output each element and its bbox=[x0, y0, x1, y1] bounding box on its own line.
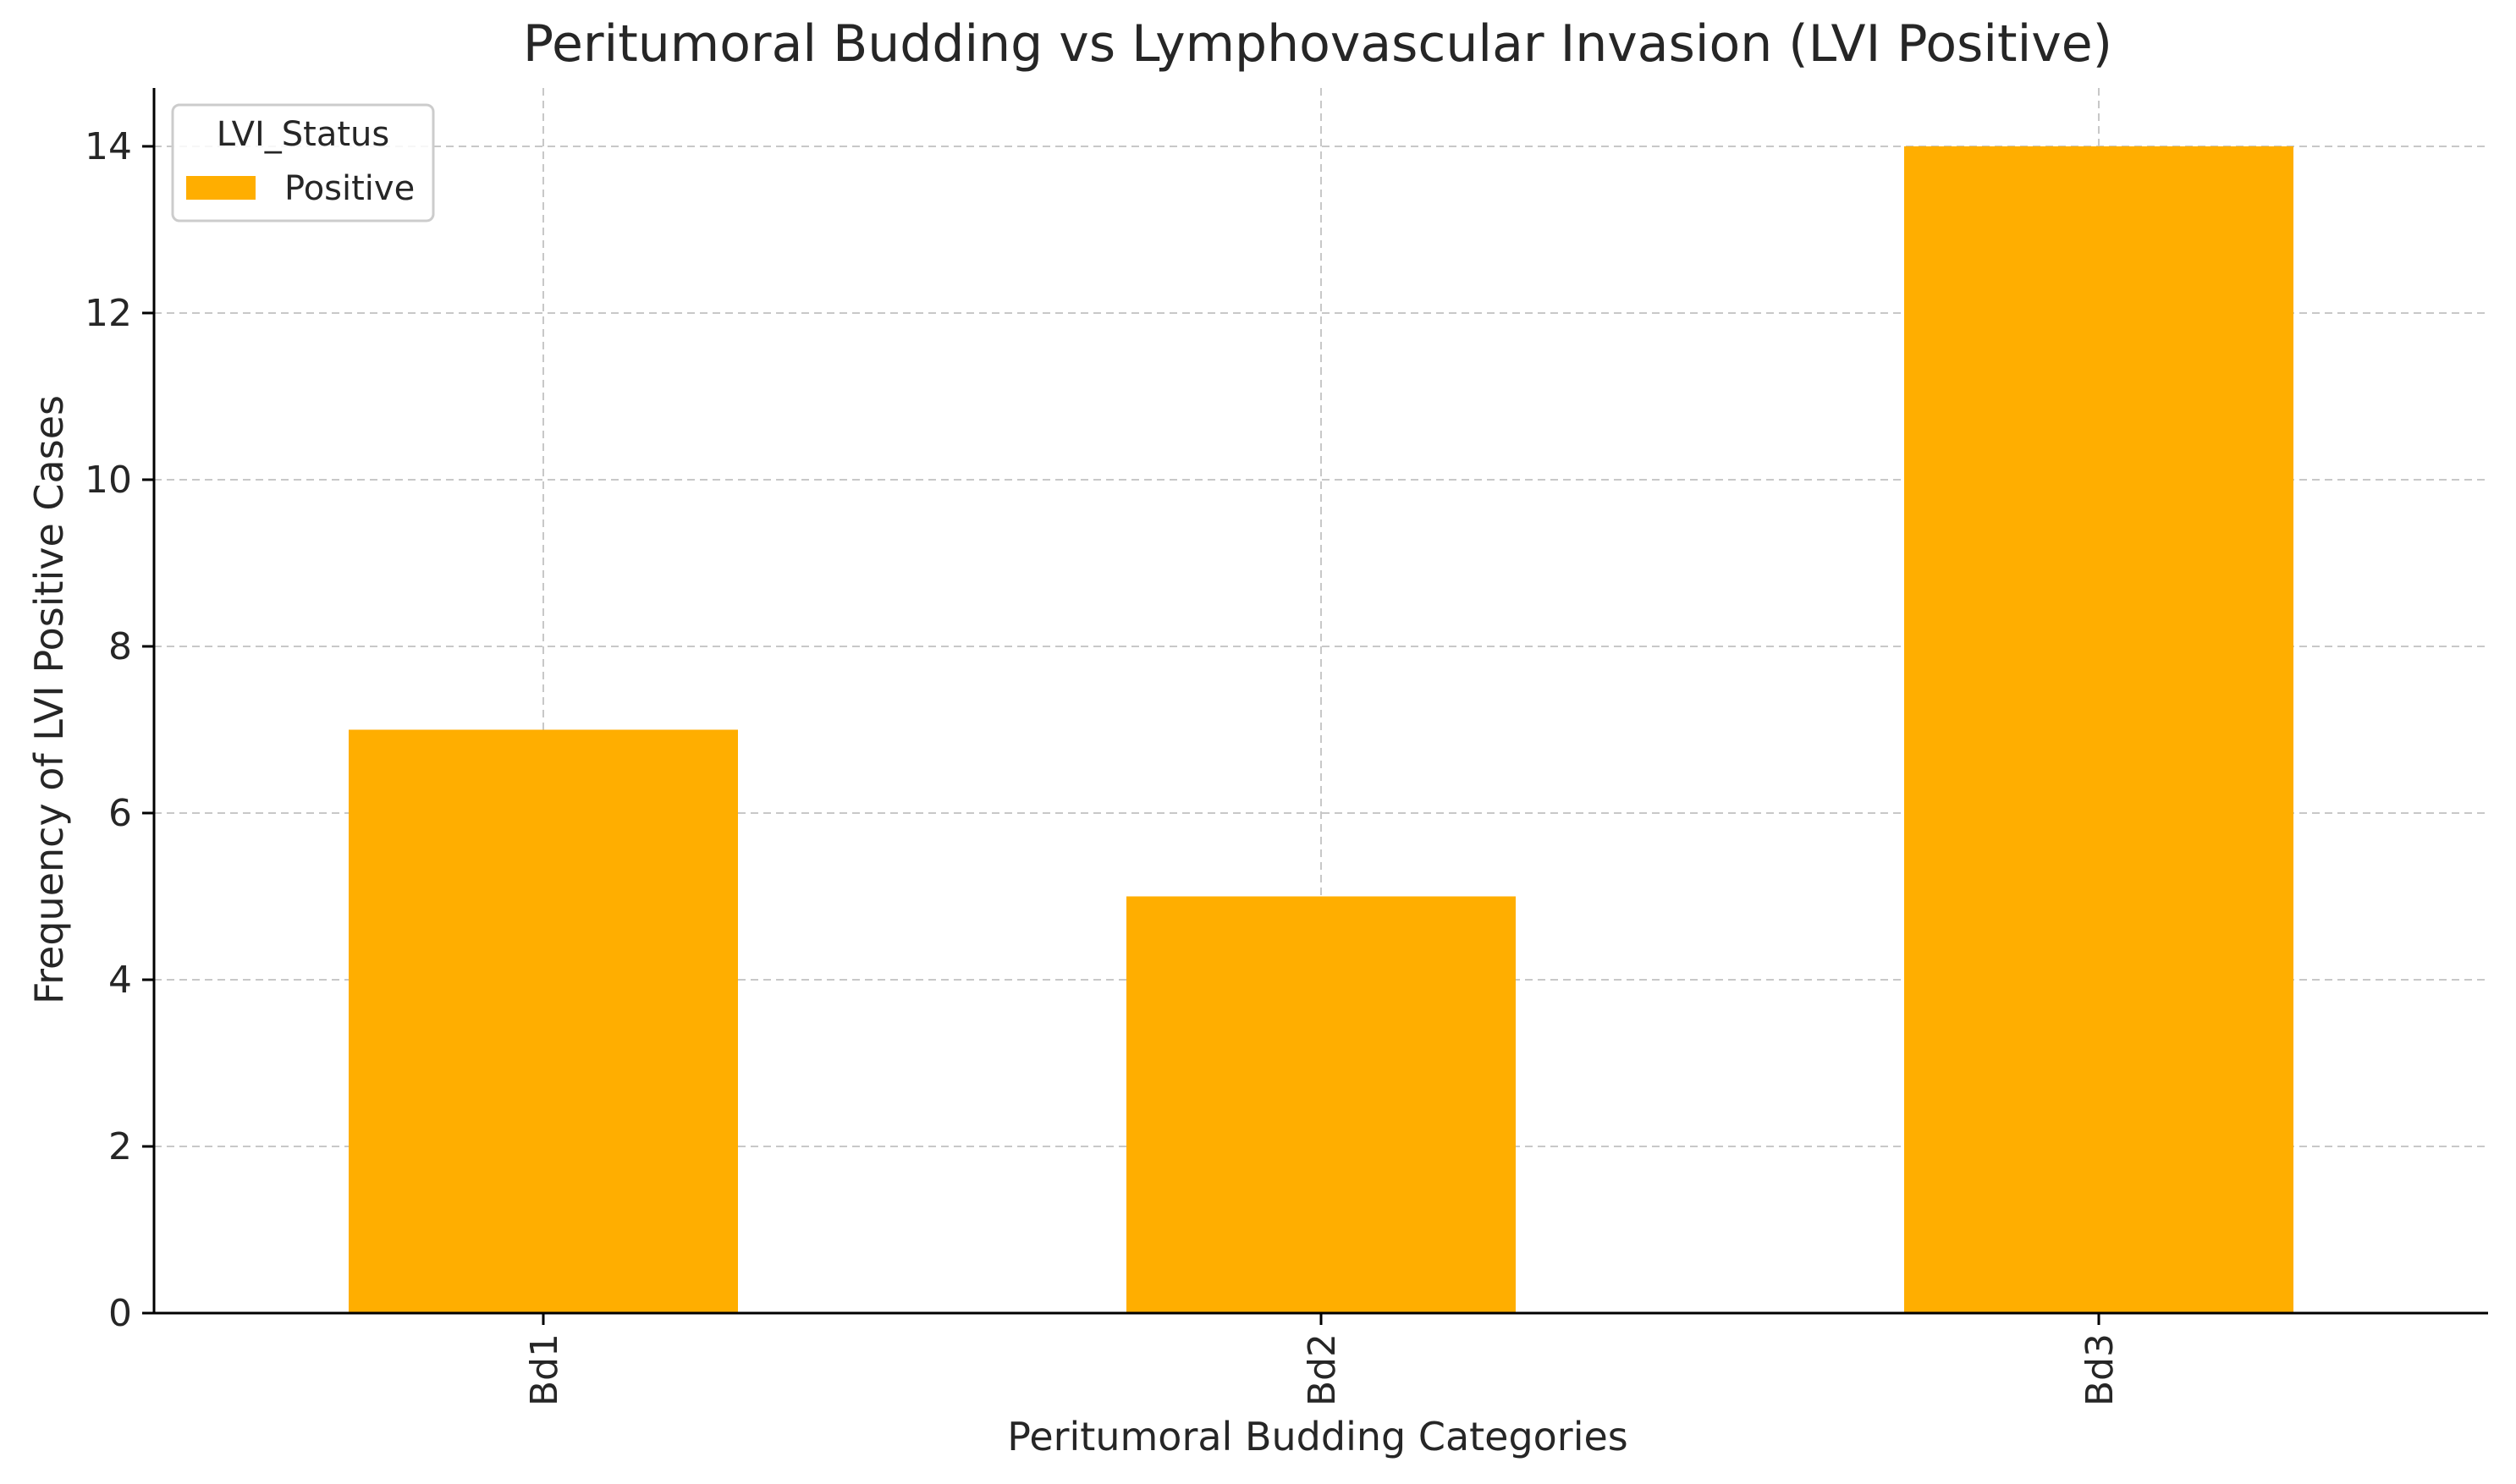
y-tick-label: 0 bbox=[108, 1292, 132, 1335]
x-tick-label-bd2: Bd2 bbox=[1301, 1333, 1344, 1406]
y-axis-ticks: 0 2 4 6 8 10 12 14 bbox=[85, 125, 154, 1335]
bar-bd1 bbox=[349, 729, 738, 1313]
y-tick-label: 2 bbox=[108, 1125, 132, 1168]
legend-label-positive: Positive bbox=[284, 169, 415, 208]
legend-swatch-positive bbox=[186, 176, 256, 200]
y-tick-label: 10 bbox=[85, 459, 132, 502]
chart-title: Peritumoral Budding vs Lymphovascular In… bbox=[523, 14, 2112, 74]
bar-bd3 bbox=[1904, 146, 2293, 1313]
x-tick-label-bd3: Bd3 bbox=[2078, 1333, 2122, 1406]
y-tick-label: 8 bbox=[108, 625, 132, 668]
legend: LVI_Status Positive bbox=[171, 103, 435, 223]
x-tick-label-bd1: Bd1 bbox=[523, 1333, 566, 1406]
bars bbox=[349, 146, 2293, 1313]
legend-title: LVI_Status bbox=[217, 115, 390, 154]
y-tick-label: 4 bbox=[108, 959, 132, 1002]
y-tick-label: 14 bbox=[85, 125, 132, 168]
y-tick-label: 12 bbox=[85, 292, 132, 335]
x-axis-label: Peritumoral Budding Categories bbox=[1007, 1414, 1628, 1459]
x-axis-ticks: Bd1 Bd2 Bd3 bbox=[523, 1313, 2122, 1406]
y-axis-label: Frequency of LVI Positive Cases bbox=[26, 395, 72, 1004]
bar-bd2 bbox=[1126, 896, 1516, 1313]
y-tick-label: 6 bbox=[108, 792, 132, 835]
